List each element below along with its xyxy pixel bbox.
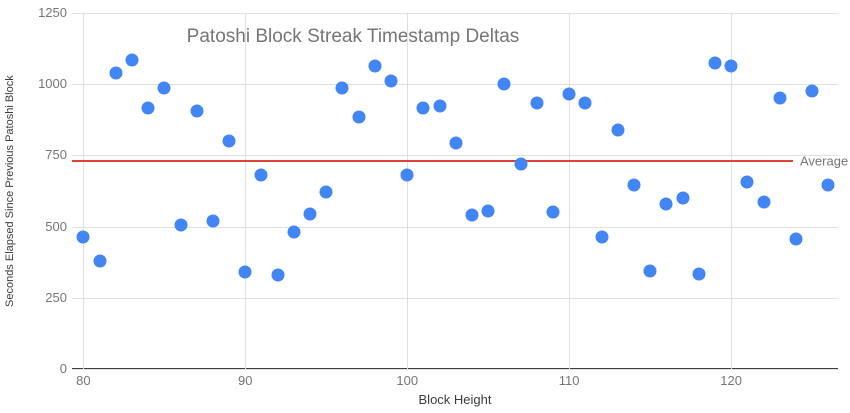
data-point[interactable]	[773, 91, 787, 105]
h-gridline	[72, 84, 838, 86]
data-point[interactable]	[254, 168, 268, 182]
data-point[interactable]	[692, 267, 706, 281]
data-point[interactable]	[595, 230, 609, 244]
data-point[interactable]	[627, 178, 641, 192]
x-tick-label: 90	[238, 373, 253, 388]
data-point[interactable]	[206, 214, 220, 228]
data-point[interactable]	[546, 205, 560, 219]
data-point[interactable]	[708, 56, 722, 70]
data-point[interactable]	[238, 265, 252, 279]
h-gridline	[72, 155, 838, 157]
y-tick-label: 1250	[38, 5, 67, 20]
data-point[interactable]	[76, 230, 90, 244]
data-point[interactable]	[93, 254, 107, 268]
h-gridline	[72, 13, 838, 14]
data-point[interactable]	[174, 218, 187, 232]
data-point[interactable]	[821, 178, 835, 192]
x-tick-label: 120	[720, 373, 742, 388]
x-axis-title: Block Height	[418, 392, 492, 407]
data-point[interactable]	[659, 197, 673, 211]
v-gridline	[569, 13, 571, 369]
data-point[interactable]	[141, 101, 155, 115]
data-point[interactable]	[805, 84, 819, 98]
data-point[interactable]	[109, 66, 123, 80]
data-point[interactable]	[497, 77, 511, 91]
data-point[interactable]	[724, 59, 738, 73]
y-tick-label: 1000	[38, 76, 67, 92]
data-point[interactable]	[530, 96, 544, 110]
data-point[interactable]	[400, 168, 414, 182]
data-point[interactable]	[368, 59, 382, 73]
average-line-label: Average	[800, 153, 849, 169]
data-point[interactable]	[611, 123, 625, 137]
data-point[interactable]	[157, 81, 171, 95]
v-gridline	[731, 13, 733, 369]
data-point[interactable]	[449, 136, 463, 150]
data-point[interactable]	[514, 157, 528, 171]
plot-area: Average	[72, 13, 848, 370]
data-point[interactable]	[271, 268, 285, 282]
data-point[interactable]	[481, 204, 495, 218]
x-tick-label: 110	[558, 373, 580, 388]
data-point[interactable]	[190, 104, 204, 118]
data-point[interactable]	[303, 207, 317, 221]
chart-title: Patoshi Block Streak Timestamp Deltas	[186, 26, 520, 47]
data-point[interactable]	[416, 101, 430, 115]
data-point[interactable]	[335, 81, 349, 95]
average-line	[72, 160, 793, 163]
data-point[interactable]	[578, 96, 592, 110]
data-point[interactable]	[740, 175, 754, 189]
data-point[interactable]	[757, 195, 770, 209]
h-gridline	[72, 226, 838, 228]
data-point[interactable]	[384, 74, 398, 88]
data-point[interactable]	[676, 191, 690, 205]
y-tick-label: 750	[45, 147, 67, 163]
data-point[interactable]	[433, 99, 447, 113]
y-tick-label: 250	[45, 289, 67, 305]
data-point[interactable]	[222, 134, 236, 148]
data-point[interactable]	[789, 232, 803, 246]
h-gridline	[72, 297, 838, 299]
x-tick-label: 80	[76, 373, 91, 388]
v-gridline	[407, 13, 409, 369]
v-gridline	[83, 13, 85, 369]
x-tick-label: 100	[396, 373, 419, 388]
data-point[interactable]	[643, 264, 657, 278]
v-gridline	[245, 13, 247, 369]
data-point[interactable]	[352, 110, 366, 124]
data-point[interactable]	[287, 225, 301, 239]
h-gridline	[72, 369, 838, 370]
y-tick-label: 500	[45, 218, 67, 234]
data-point[interactable]	[562, 87, 576, 101]
data-point[interactable]	[319, 185, 333, 199]
data-point[interactable]	[125, 53, 139, 67]
y-axis-title: Seconds Elapsed Since Previous Patoshi B…	[4, 75, 16, 307]
data-point[interactable]	[465, 208, 479, 222]
y-tick-label: 0	[59, 361, 67, 376]
